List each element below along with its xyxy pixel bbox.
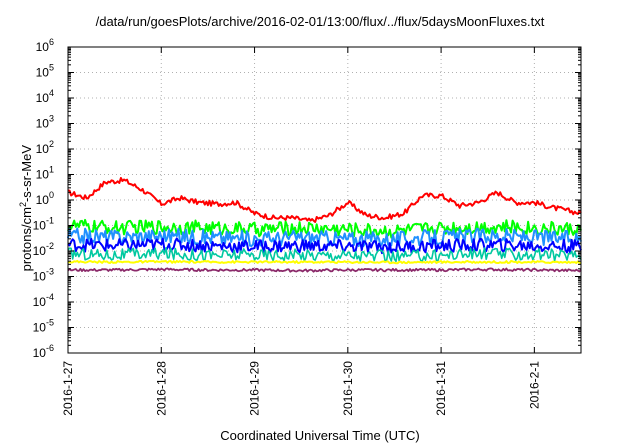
- y-tick-label: 10-2: [33, 241, 54, 258]
- series-line: [67, 177, 582, 223]
- series-line: [67, 227, 582, 248]
- chart-title: /data/run/goesPlots/archive/2016-02-01/1…: [95, 14, 545, 29]
- x-tick-label: 2016-1-30: [341, 361, 355, 416]
- y-axis-label-sup: 2: [17, 202, 28, 208]
- x-tick-label: 2016-2-1: [527, 361, 541, 409]
- y-tick-label: 10-5: [33, 318, 54, 335]
- y-axis: 10-6 10-5 10-4 10-3 10-2 10-1 100 101 102 103 104 1…: [33, 37, 581, 360]
- y-axis-label-suffix: -s-sr-MeV: [19, 144, 35, 203]
- y-tick-label: 106: [36, 37, 54, 54]
- x-axis-label: Coordinated Universal Time (UTC): [220, 428, 420, 443]
- y-tick-label: 10-4: [33, 292, 54, 309]
- y-tick-label: 100: [36, 190, 54, 207]
- x-tick-label: 2016-1-27: [61, 361, 75, 416]
- x-tick-label: 2016-1-31: [434, 361, 448, 416]
- series-line: [67, 237, 582, 255]
- y-tick-label: 105: [36, 63, 54, 80]
- series-line: [67, 267, 582, 273]
- series-line: [67, 218, 582, 239]
- y-tick-label: 10-6: [33, 343, 54, 360]
- x-tick-label: 2016-1-28: [154, 361, 168, 416]
- y-tick-label: 103: [36, 114, 54, 131]
- x-tick-label: 2016-1-29: [248, 361, 262, 416]
- series-lines: [67, 177, 582, 273]
- y-tick-label: 10-3: [33, 267, 54, 284]
- x-axis: 2016-1-27 2016-1-28 2016-1-29 2016-1-30 2016…: [61, 47, 541, 416]
- y-axis-label-prefix: protons/cm: [19, 207, 35, 272]
- y-tick-label: 101: [36, 165, 54, 182]
- y-tick-label: 102: [36, 139, 54, 156]
- series-line: [67, 247, 582, 263]
- y-tick-label: 10-1: [33, 216, 54, 233]
- series-line: [67, 259, 582, 265]
- y-axis-label: protons/cm2-s-sr-MeV: [18, 98, 34, 318]
- y-tick-label: 104: [36, 88, 54, 105]
- grid-lines: [68, 47, 581, 353]
